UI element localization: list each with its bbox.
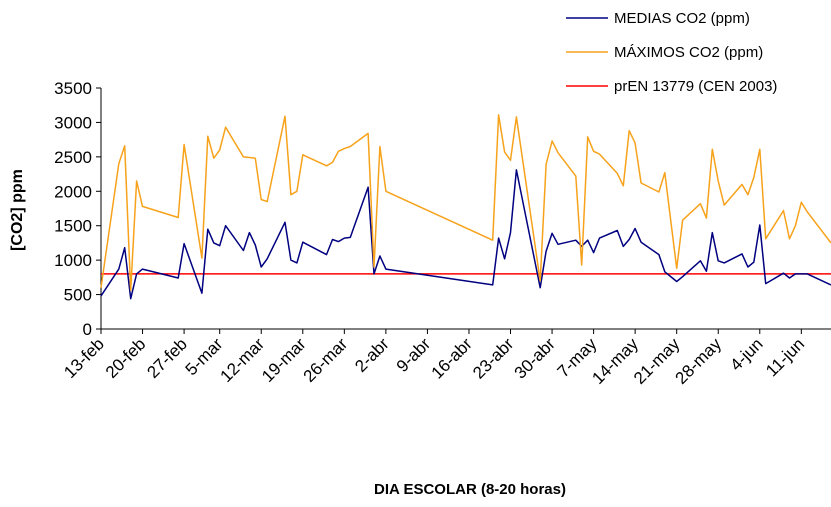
- series-line: [100, 169, 831, 300]
- x-tick-label: 13-feb: [60, 334, 108, 382]
- y-tick-label: 0: [83, 320, 92, 339]
- x-tick-label: 20-feb: [102, 334, 150, 382]
- y-axis-label: [CO2] ppm: [9, 169, 26, 251]
- x-tick-label: 30-abr: [511, 334, 559, 382]
- x-tick-label: 16-abr: [428, 334, 476, 382]
- x-tick-label: 4-jun: [726, 334, 766, 374]
- y-tick-label: 500: [64, 286, 92, 305]
- x-tick-label: 27-feb: [143, 334, 191, 382]
- x-axis-label: DIA ESCOLAR (8-20 horas): [374, 481, 566, 498]
- x-tick-label: 12-mar: [217, 334, 269, 386]
- series-line: [100, 114, 831, 292]
- x-tick-label: 26-mar: [300, 334, 352, 386]
- legend-label: prEN 13779 (CEN 2003): [614, 78, 777, 95]
- legend-label: MÁXIMOS CO2 (ppm): [614, 44, 763, 61]
- y-tick-label: 1000: [54, 251, 92, 270]
- legend-label: MEDIAS CO2 (ppm): [614, 10, 750, 27]
- x-tick-label: 11-jun: [762, 334, 808, 380]
- y-tick-label: 2500: [54, 148, 92, 167]
- x-tick-label: 2-abr: [351, 334, 393, 376]
- x-tick-label: 19-mar: [258, 334, 310, 386]
- y-tick-label: 3500: [54, 79, 92, 98]
- y-tick-label: 2000: [54, 182, 92, 201]
- y-tick-label: 3000: [54, 113, 92, 132]
- x-tick-label: 28-may: [672, 334, 726, 388]
- y-tick-label: 1500: [54, 217, 92, 236]
- x-tick-label: 23-abr: [469, 334, 517, 382]
